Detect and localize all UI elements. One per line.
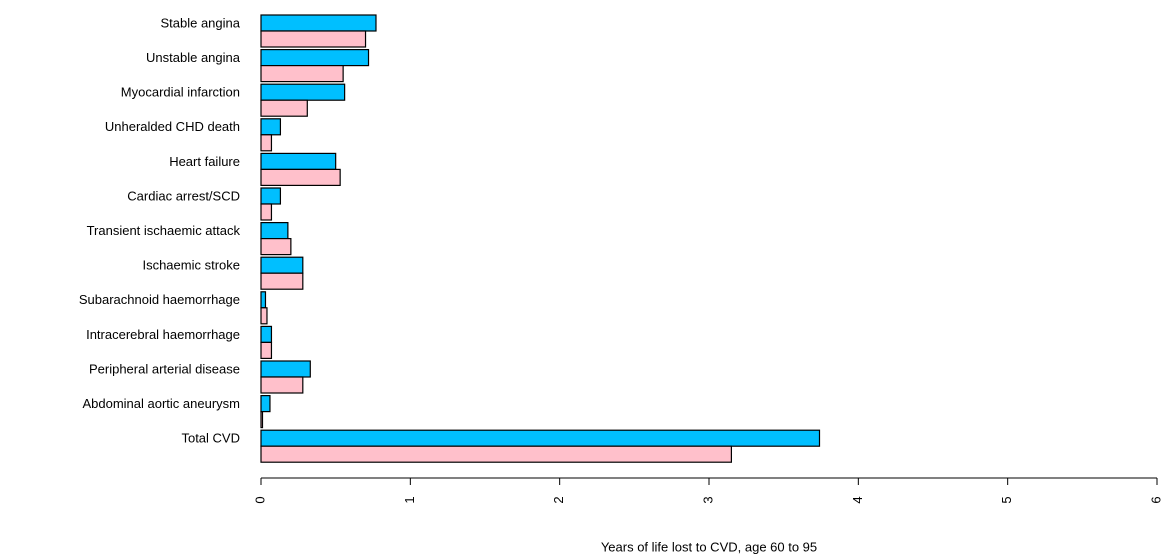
- bar: [260, 411, 264, 429]
- bar: [260, 256, 304, 274]
- bar: [260, 325, 273, 343]
- y-tick-label: Stable angina: [160, 15, 240, 30]
- y-tick-label: Total CVD: [181, 431, 240, 446]
- bar: [260, 238, 292, 256]
- x-tick-label: 6: [1148, 496, 1163, 503]
- y-tick-label: Heart failure: [169, 154, 240, 169]
- bar: [260, 48, 370, 67]
- y-tick-label: Myocardial infarction: [121, 85, 240, 100]
- bar: [260, 30, 367, 48]
- bar: [260, 395, 271, 413]
- bar: [260, 187, 282, 205]
- y-tick-label: Subarachnoid haemorrhage: [79, 292, 240, 307]
- y-tick-label: Intracerebral haemorrhage: [86, 327, 240, 342]
- bar: [260, 64, 344, 83]
- x-tick-label: 2: [551, 496, 566, 503]
- bar: [260, 272, 304, 290]
- y-tick-label: Unstable angina: [146, 50, 241, 65]
- bar: [260, 341, 273, 359]
- y-tick-label: Abdominal aortic aneurysm: [82, 396, 240, 411]
- x-tick-label: 1: [402, 496, 417, 503]
- y-tick-label: Unheralded CHD death: [105, 119, 240, 134]
- y-tick-label: Cardiac arrest/SCD: [127, 188, 240, 203]
- y-tick-label: Transient ischaemic attack: [87, 223, 241, 238]
- y-tick-label: Ischaemic stroke: [142, 258, 240, 273]
- bar: [260, 134, 273, 152]
- bar: [260, 291, 267, 309]
- x-tick-label: 3: [700, 496, 715, 503]
- y-tick-label: Peripheral arterial disease: [89, 361, 240, 376]
- x-tick-label: 4: [850, 496, 865, 503]
- bar: [260, 14, 377, 32]
- bar: [260, 118, 282, 136]
- bar: [260, 83, 346, 101]
- bar: [260, 360, 311, 378]
- bar: [260, 168, 341, 186]
- bar: [260, 376, 304, 394]
- bar: [260, 203, 273, 221]
- bar: [260, 99, 308, 117]
- bar: [260, 429, 821, 447]
- bar: [260, 222, 289, 240]
- x-axis-label: Years of life lost to CVD, age 60 to 95: [601, 539, 817, 554]
- bar: [260, 307, 268, 325]
- x-tick-label: 5: [999, 496, 1014, 503]
- bar: [260, 445, 732, 463]
- bar: [260, 152, 337, 170]
- x-tick-label: 0: [252, 496, 267, 503]
